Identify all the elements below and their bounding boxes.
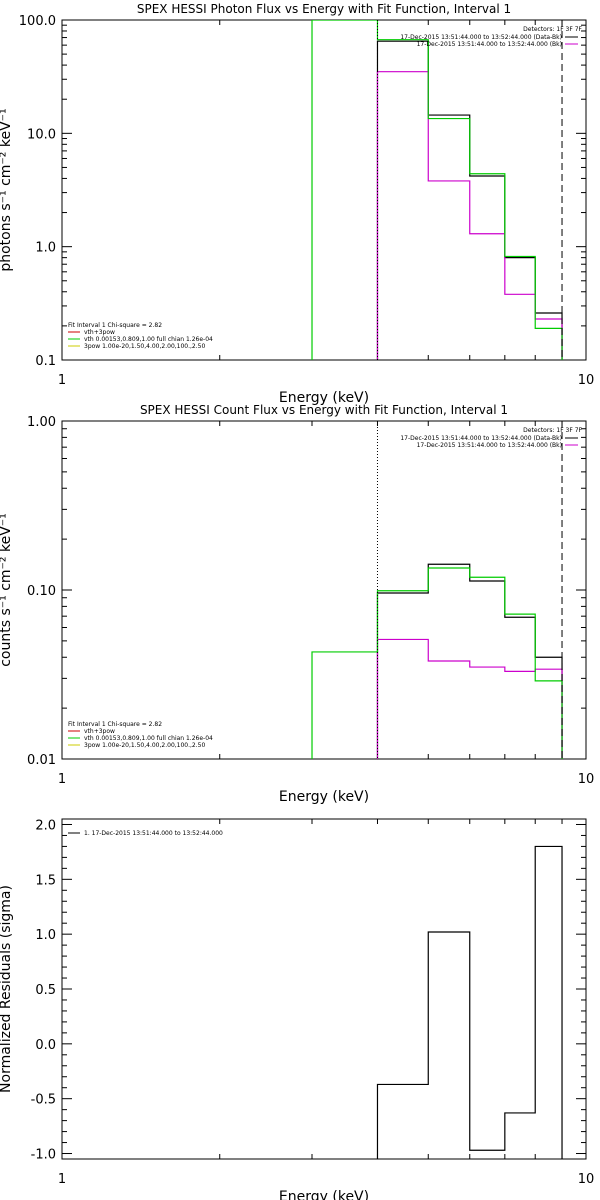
legend-right-label: 17-Dec-2015 13:51:44.000 to 13:52:44.000…	[400, 34, 562, 41]
x-axis-label: Energy (keV)	[279, 1189, 369, 1200]
y-axis-label: photons s⁻¹ cm⁻² keV⁻¹	[0, 108, 14, 271]
data-layer	[376, 845, 563, 1159]
x-tick-label: 10	[578, 772, 595, 787]
series-1-histogram	[376, 638, 563, 759]
y-tick-label: 100.0	[19, 14, 56, 29]
legend-left-label: vth 0.00153,0.809,1.00 full chian 1.26e-…	[84, 735, 213, 742]
legend-left-label: 3pow 1.00e-20,1.50,4.00,2.00,100.,2.50	[84, 742, 205, 749]
x-tick-label: 1	[58, 772, 66, 787]
y-tick-label: 0.0	[35, 1038, 56, 1053]
legend-right-label: 17-Dec-2015 13:51:44.000 to 13:52:44.000…	[400, 435, 562, 442]
detectors-label: Detectors: 1F 3F 7F	[523, 26, 582, 33]
legend-right-label: 17-Dec-2015 13:51:44.000 to 13:52:44.000…	[417, 41, 562, 48]
x-tick-label: 10	[578, 373, 595, 388]
panel-2: SPEX HESSI Count Flux vs Energy with Fit…	[0, 403, 594, 805]
y-tick-label: 0.01	[27, 753, 56, 768]
detectors-label: Detectors: 1F 3F 7F	[523, 427, 582, 434]
series-0-histogram	[376, 40, 563, 360]
chart-title: SPEX HESSI Count Flux vs Energy with Fit…	[140, 403, 508, 417]
y-tick-label: 1.00	[27, 415, 56, 430]
x-tick-label: 1	[58, 1172, 66, 1187]
chart-title: SPEX HESSI Photon Flux vs Energy with Fi…	[137, 2, 511, 16]
y-tick-label: 10.0	[27, 127, 56, 142]
series-2-histogram	[311, 567, 563, 759]
x-tick-label: 1	[58, 373, 66, 388]
y-axis-label: Normalized Residuals (sigma)	[0, 885, 14, 1093]
legend-left-label: vth+3pow	[84, 329, 115, 336]
panel-1: SPEX HESSI Photon Flux vs Energy with Fi…	[0, 2, 594, 406]
legend-left-label: vth+3pow	[84, 728, 115, 735]
data-layer	[311, 20, 563, 360]
y-tick-label: 2.0	[35, 818, 56, 833]
y-tick-label: 1.0	[35, 928, 56, 943]
legend-left-label: Fit Interval 1 Chi-square = 2.82	[68, 322, 162, 329]
plot-frame	[61, 818, 587, 1160]
series-2-histogram	[311, 20, 563, 360]
y-tick-label: 0.10	[27, 584, 56, 599]
series-0-histogram	[376, 845, 563, 1159]
x-axis-label: Energy (keV)	[279, 789, 369, 805]
legend-right-label: 17-Dec-2015 13:51:44.000 to 13:52:44.000…	[417, 442, 562, 449]
series-1-histogram	[376, 71, 563, 360]
y-axis-label: counts s⁻¹ cm⁻² keV⁻¹	[0, 513, 14, 667]
x-axis-label: Energy (keV)	[279, 390, 369, 406]
legend-left-label: Fit Interval 1 Chi-square = 2.82	[68, 721, 162, 728]
legend-left-label: 1. 17-Dec-2015 13:51:44.000 to 13:52:44.…	[84, 830, 223, 837]
y-tick-label: 0.1	[35, 354, 56, 369]
data-layer	[311, 421, 563, 759]
plot-frame	[61, 19, 587, 361]
y-tick-label: 1.5	[35, 873, 56, 888]
y-tick-label: -0.5	[31, 1093, 56, 1108]
plot-frame	[61, 420, 587, 760]
legend-left-label: 3pow 1.00e-20,1.50,4.00,2.00,100.,2.50	[84, 343, 205, 350]
y-tick-label: 0.5	[35, 983, 56, 998]
legend-left-label: vth 0.00153,0.809,1.00 full chian 1.26e-…	[84, 336, 213, 343]
y-tick-label: -1.0	[31, 1148, 56, 1163]
y-tick-label: 1.0	[35, 241, 56, 256]
series-0-histogram	[376, 563, 563, 759]
x-tick-label: 10	[578, 1172, 595, 1187]
panel-3: Energy (keV) Normalized Residuals (sigma)…	[0, 818, 594, 1200]
